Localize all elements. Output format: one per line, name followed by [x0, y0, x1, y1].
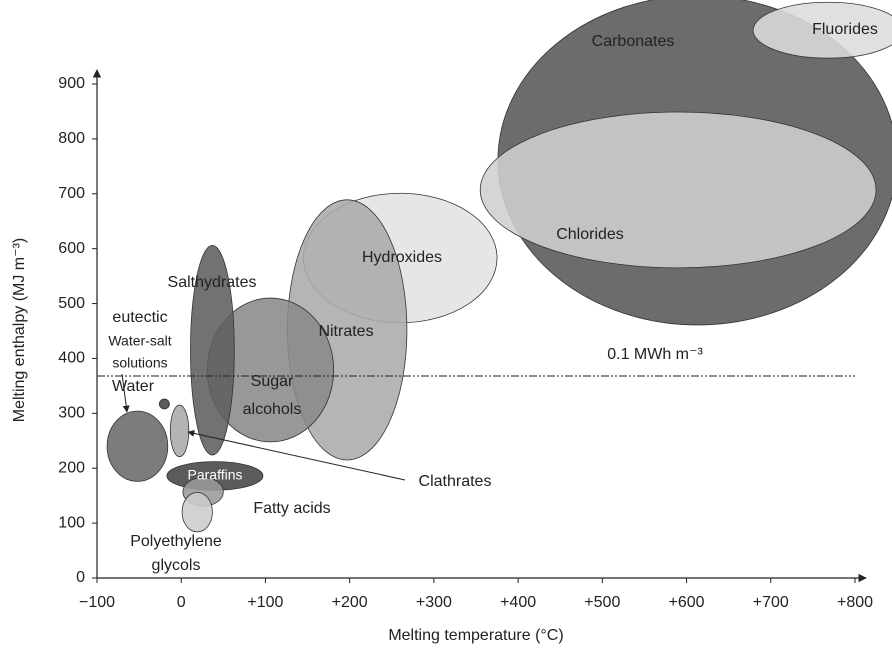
y-tick-label: 700: [58, 185, 85, 202]
x-tick-label: +800: [837, 594, 873, 611]
region-label: solutions: [112, 355, 167, 371]
region: [158, 398, 170, 410]
region-label: Fluorides: [812, 21, 878, 38]
arrow: [121, 373, 130, 413]
y-tick-label: 600: [58, 240, 85, 257]
x-axis-label: Melting temperature (°C): [388, 627, 563, 644]
y-tick-label: 300: [58, 405, 85, 422]
x-tick-label: +400: [500, 594, 536, 611]
y-tick-label: 900: [58, 75, 85, 92]
region-label: eutectic: [112, 309, 167, 326]
region-label: Nitrates: [318, 323, 373, 340]
x-tick-label: +300: [416, 594, 452, 611]
x-tick-label: +200: [332, 594, 368, 611]
region-label: Chlorides: [556, 226, 624, 243]
region: [169, 404, 190, 458]
y-tick-label: 400: [58, 350, 85, 367]
region-label: glycols: [152, 557, 201, 574]
y-axis-label: Melting enthalpy (MJ m⁻³): [11, 238, 28, 423]
region-label: alcohols: [243, 401, 302, 418]
region: [752, 1, 892, 59]
region-label: Fatty acids: [253, 500, 330, 517]
region-label: Clathrates: [419, 473, 492, 490]
y-tick-label: 100: [58, 514, 85, 531]
x-tick-label: +700: [753, 594, 789, 611]
region-label: Water: [112, 378, 155, 395]
region-label: Sugar: [251, 373, 294, 390]
region-label: Salthydrates: [168, 274, 257, 291]
region-label: Polyethylene: [130, 533, 222, 550]
x-tick-label: 0: [177, 594, 186, 611]
region: [181, 491, 213, 533]
y-tick-label: 200: [58, 459, 85, 476]
region-label: Paraffins: [188, 467, 243, 483]
region-label: Water-salt: [108, 333, 171, 349]
y-tick-label: 800: [58, 130, 85, 147]
regions: [106, 0, 892, 533]
x-tick-label: +100: [247, 594, 283, 611]
x-tick-label: −100: [79, 594, 115, 611]
y-tick-label: 0: [76, 569, 85, 586]
region: [106, 410, 169, 482]
region-label: Hydroxides: [362, 249, 442, 266]
y-tick-label: 500: [58, 295, 85, 312]
region-label: Carbonates: [592, 33, 675, 50]
arrow: [187, 429, 406, 481]
region: [190, 244, 235, 456]
x-tick-label: +600: [669, 594, 705, 611]
reference-label: 0.1 MWh m⁻³: [607, 346, 703, 363]
region: [479, 111, 877, 269]
x-tick-label: +500: [584, 594, 620, 611]
